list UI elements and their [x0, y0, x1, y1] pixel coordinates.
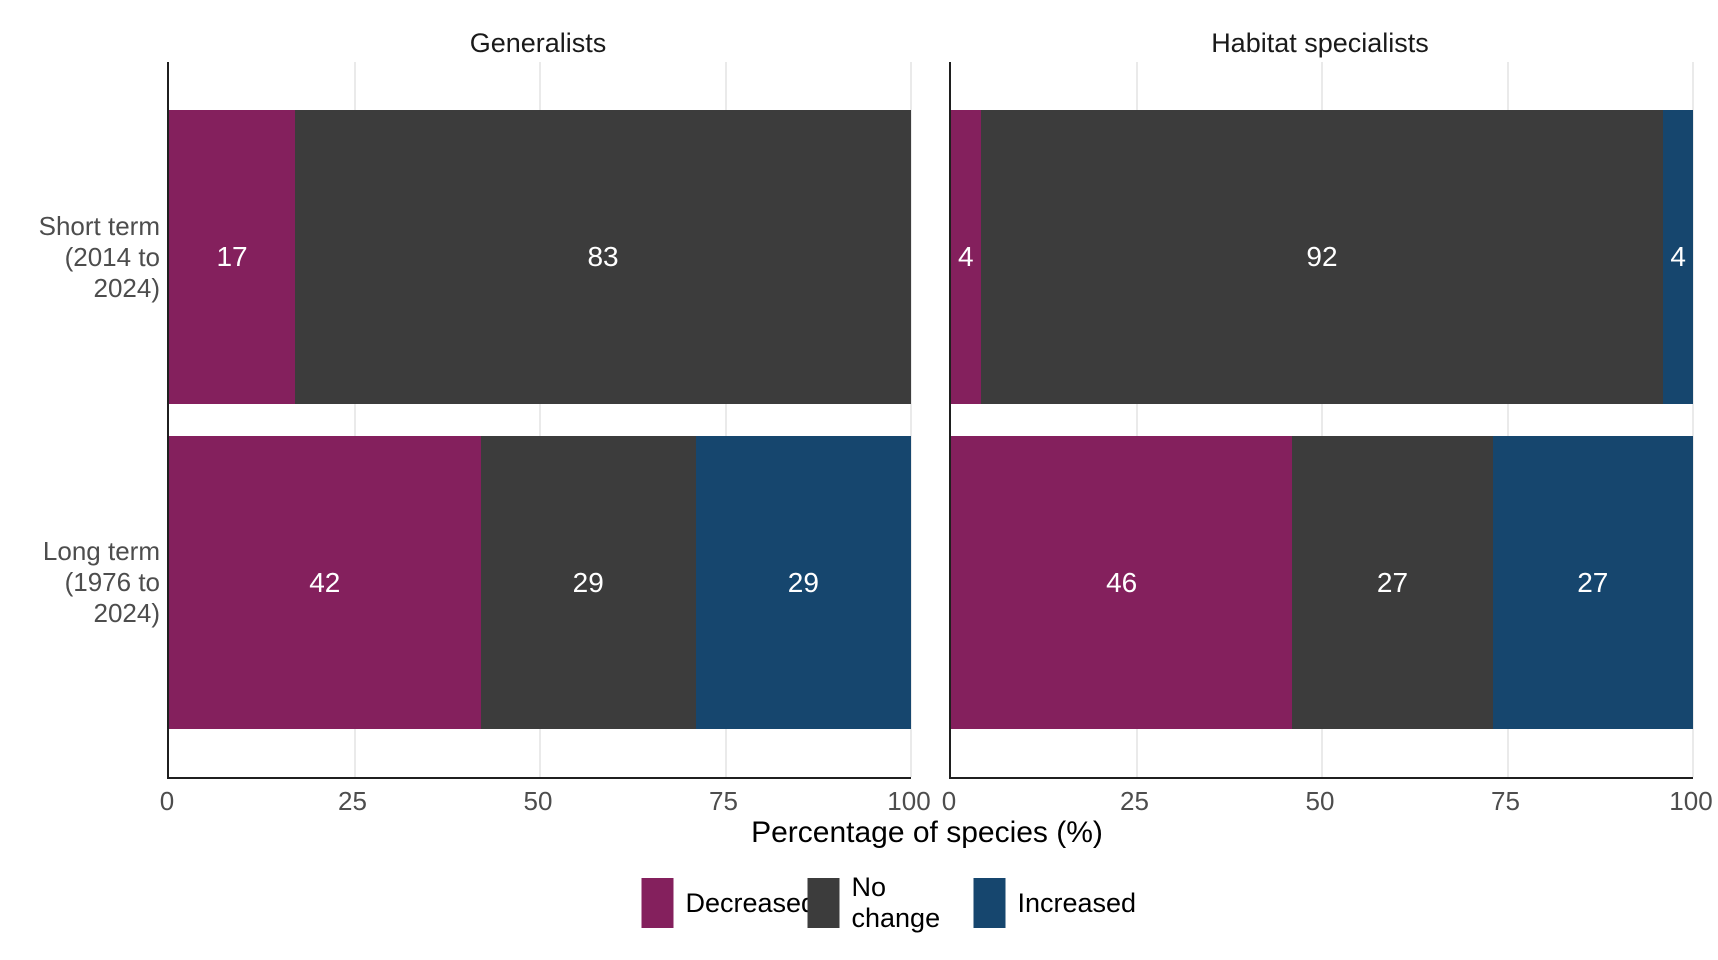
y-axis-label-0: Short term (2014 to 2024) [0, 211, 160, 304]
bar-segment-increased: 29 [695, 436, 911, 729]
facet-panel-0: 17 83 42 29 29 [167, 62, 912, 779]
legend-swatch-no-change [807, 878, 840, 928]
x-tick-label-50: 50 [1305, 786, 1335, 816]
gridline-100 [1692, 62, 1694, 777]
x-tick-label-0: 0 [159, 786, 175, 816]
bar-value-label: 29 [572, 566, 604, 598]
bar-value-label: 46 [1106, 566, 1138, 598]
legend-swatch-increased [973, 878, 1006, 928]
x-tick-label-100: 100 [887, 786, 931, 816]
bar-value-label: 27 [1577, 566, 1609, 598]
bar-value-label: 4 [958, 241, 974, 272]
bar-segment-decreased: 46 [951, 436, 1293, 729]
x-tick-label-75: 75 [709, 786, 738, 816]
legend-label: Increased [1017, 887, 1137, 918]
bar-row-1: 46 27 27 [951, 436, 1693, 729]
gridline-50 [1321, 62, 1323, 777]
bar-value-label: 4 [1670, 241, 1686, 272]
x-tick-label-25: 25 [1120, 786, 1149, 816]
gridline-75 [1506, 62, 1509, 777]
x-axis-title: Percentage of species (%) [751, 816, 1103, 849]
y-axis-label-line: Long term [42, 535, 160, 566]
gridline-25 [1135, 62, 1138, 777]
bar-value-label: 92 [1306, 241, 1338, 272]
y-axis-label-line: Short term [38, 210, 160, 241]
bar-segment-no-change: 27 [1292, 436, 1493, 729]
legend-label: No change [851, 872, 941, 933]
x-tick-label-25: 25 [338, 786, 367, 816]
legend-label: Decreased [685, 887, 817, 918]
x-tick-label-100: 100 [1669, 786, 1713, 816]
bar-segment-decreased: 4 [951, 110, 981, 404]
bar-segment-decreased: 42 [169, 436, 481, 729]
legend-item-no-change: No change [807, 872, 957, 934]
legend-item-increased: Increased [973, 878, 1137, 928]
bar-row-0: 4 92 4 [951, 110, 1693, 404]
bar-segment-increased: 4 [1663, 110, 1693, 404]
bar-row-0: 17 83 [169, 110, 911, 404]
x-tick-label-50: 50 [523, 786, 553, 816]
chart-legend: Decreased No change Increased [641, 872, 1137, 934]
y-axis-label-line: (2014 to [64, 241, 160, 272]
legend-item-decreased: Decreased [641, 878, 817, 928]
bar-segment-no-change: 83 [295, 110, 911, 404]
bar-segment-increased: 27 [1492, 436, 1693, 729]
y-axis-label-line: (1976 to [64, 566, 160, 597]
bar-value-label: 29 [787, 566, 819, 598]
gridline-75 [724, 62, 727, 777]
bar-value-label: 83 [587, 241, 619, 272]
y-axis-label-line: 2024) [93, 272, 161, 303]
gridline-25 [353, 62, 356, 777]
bar-value-label: 17 [216, 241, 248, 272]
facet-panel-1: 4 92 4 46 27 27 [949, 62, 1694, 779]
x-tick-label-0: 0 [941, 786, 957, 816]
bar-segment-no-change: 92 [980, 110, 1664, 404]
y-axis-label-line: 2024) [93, 597, 161, 628]
y-axis-label-1: Long term (1976 to 2024) [0, 536, 160, 629]
bar-value-label: 27 [1376, 566, 1409, 598]
x-tick-label-75: 75 [1491, 786, 1520, 816]
facet-title-generalists: Generalists [469, 28, 607, 58]
bar-value-label: 42 [309, 566, 341, 598]
bar-segment-decreased: 17 [169, 110, 296, 404]
legend-swatch-decreased [641, 878, 674, 928]
gridline-100 [910, 62, 912, 777]
gridline-50 [539, 62, 541, 777]
bar-row-1: 42 29 29 [169, 436, 911, 729]
bar-segment-no-change: 29 [480, 436, 696, 729]
facet-title-habitat-specialists: Habitat specialists [1211, 28, 1429, 58]
